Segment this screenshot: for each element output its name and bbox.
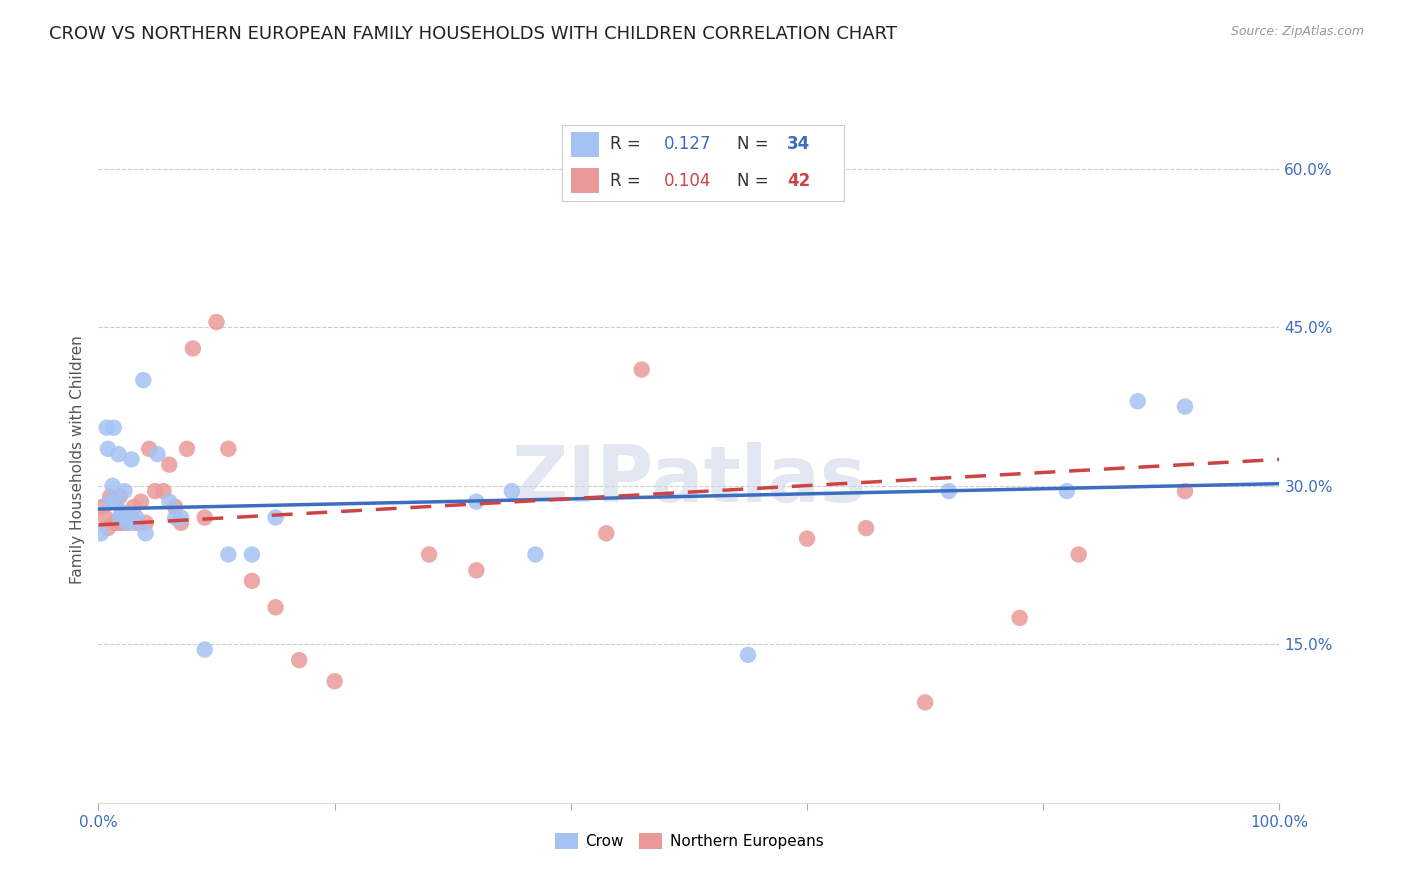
Point	[120, 510, 142, 524]
Point	[112, 484, 135, 499]
Point	[108, 510, 131, 524]
Text: ZIPatlas: ZIPatlas	[512, 442, 866, 518]
Point	[1067, 548, 1090, 562]
Point	[115, 516, 138, 530]
Point	[1174, 400, 1197, 414]
Text: N =: N =	[737, 136, 773, 153]
Bar	[571, 132, 599, 158]
Text: R =: R =	[610, 171, 647, 190]
Point	[176, 442, 198, 456]
Point	[101, 494, 124, 508]
Point	[194, 510, 217, 524]
Point	[117, 510, 139, 524]
Point	[205, 315, 228, 329]
Point	[122, 500, 145, 514]
Point	[107, 447, 129, 461]
Point	[595, 526, 617, 541]
Point	[91, 500, 114, 514]
Text: N =: N =	[737, 171, 773, 190]
Point	[465, 563, 488, 577]
Bar	[571, 168, 599, 193]
Point	[288, 653, 311, 667]
Point	[94, 510, 117, 524]
Point	[138, 442, 160, 456]
Point	[103, 420, 125, 434]
Legend: Crow, Northern Europeans: Crow, Northern Europeans	[547, 826, 831, 857]
Point	[135, 526, 157, 541]
Point	[90, 526, 112, 541]
Point	[117, 516, 139, 530]
Point	[914, 695, 936, 709]
Point	[1008, 611, 1031, 625]
Text: R =: R =	[610, 136, 647, 153]
Point	[111, 505, 134, 519]
Point	[855, 521, 877, 535]
Text: 42: 42	[787, 171, 811, 190]
Point	[105, 494, 128, 508]
Point	[132, 373, 155, 387]
Point	[217, 548, 239, 562]
Point	[114, 510, 136, 524]
Point	[96, 420, 118, 434]
Point	[501, 484, 523, 499]
Point	[97, 521, 120, 535]
Point	[110, 516, 132, 530]
Point	[135, 516, 157, 530]
Text: CROW VS NORTHERN EUROPEAN FAMILY HOUSEHOLDS WITH CHILDREN CORRELATION CHART: CROW VS NORTHERN EUROPEAN FAMILY HOUSEHO…	[49, 25, 897, 43]
Point	[181, 342, 204, 356]
Point	[1174, 484, 1197, 499]
Point	[524, 548, 547, 562]
Point	[98, 494, 121, 508]
Point	[101, 479, 124, 493]
Point	[122, 516, 145, 530]
Point	[630, 362, 652, 376]
Point	[146, 447, 169, 461]
Point	[125, 510, 148, 524]
Point	[170, 510, 193, 524]
Point	[240, 548, 263, 562]
Point	[165, 500, 187, 514]
Point	[217, 442, 239, 456]
Point	[129, 494, 152, 508]
Text: 0.127: 0.127	[664, 136, 711, 153]
Point	[127, 516, 149, 530]
Text: Source: ZipAtlas.com: Source: ZipAtlas.com	[1230, 25, 1364, 38]
Y-axis label: Family Households with Children: Family Households with Children	[69, 335, 84, 583]
Point	[104, 516, 127, 530]
Point	[170, 516, 193, 530]
Point	[98, 489, 121, 503]
Point	[165, 510, 187, 524]
Point	[264, 600, 287, 615]
Text: 0.104: 0.104	[664, 171, 711, 190]
Point	[1056, 484, 1078, 499]
Point	[143, 484, 166, 499]
Point	[112, 516, 135, 530]
Text: 34: 34	[787, 136, 811, 153]
Point	[465, 494, 488, 508]
Point	[105, 516, 128, 530]
Point	[157, 458, 180, 472]
Point	[418, 548, 440, 562]
Point	[157, 494, 180, 508]
Point	[240, 574, 263, 588]
Point	[97, 442, 120, 456]
Point	[796, 532, 818, 546]
Point	[121, 452, 143, 467]
Point	[194, 642, 217, 657]
Point	[938, 484, 960, 499]
Point	[108, 489, 131, 503]
Point	[152, 484, 174, 499]
Point	[737, 648, 759, 662]
Point	[264, 510, 287, 524]
Point	[323, 674, 346, 689]
Point	[1126, 394, 1149, 409]
